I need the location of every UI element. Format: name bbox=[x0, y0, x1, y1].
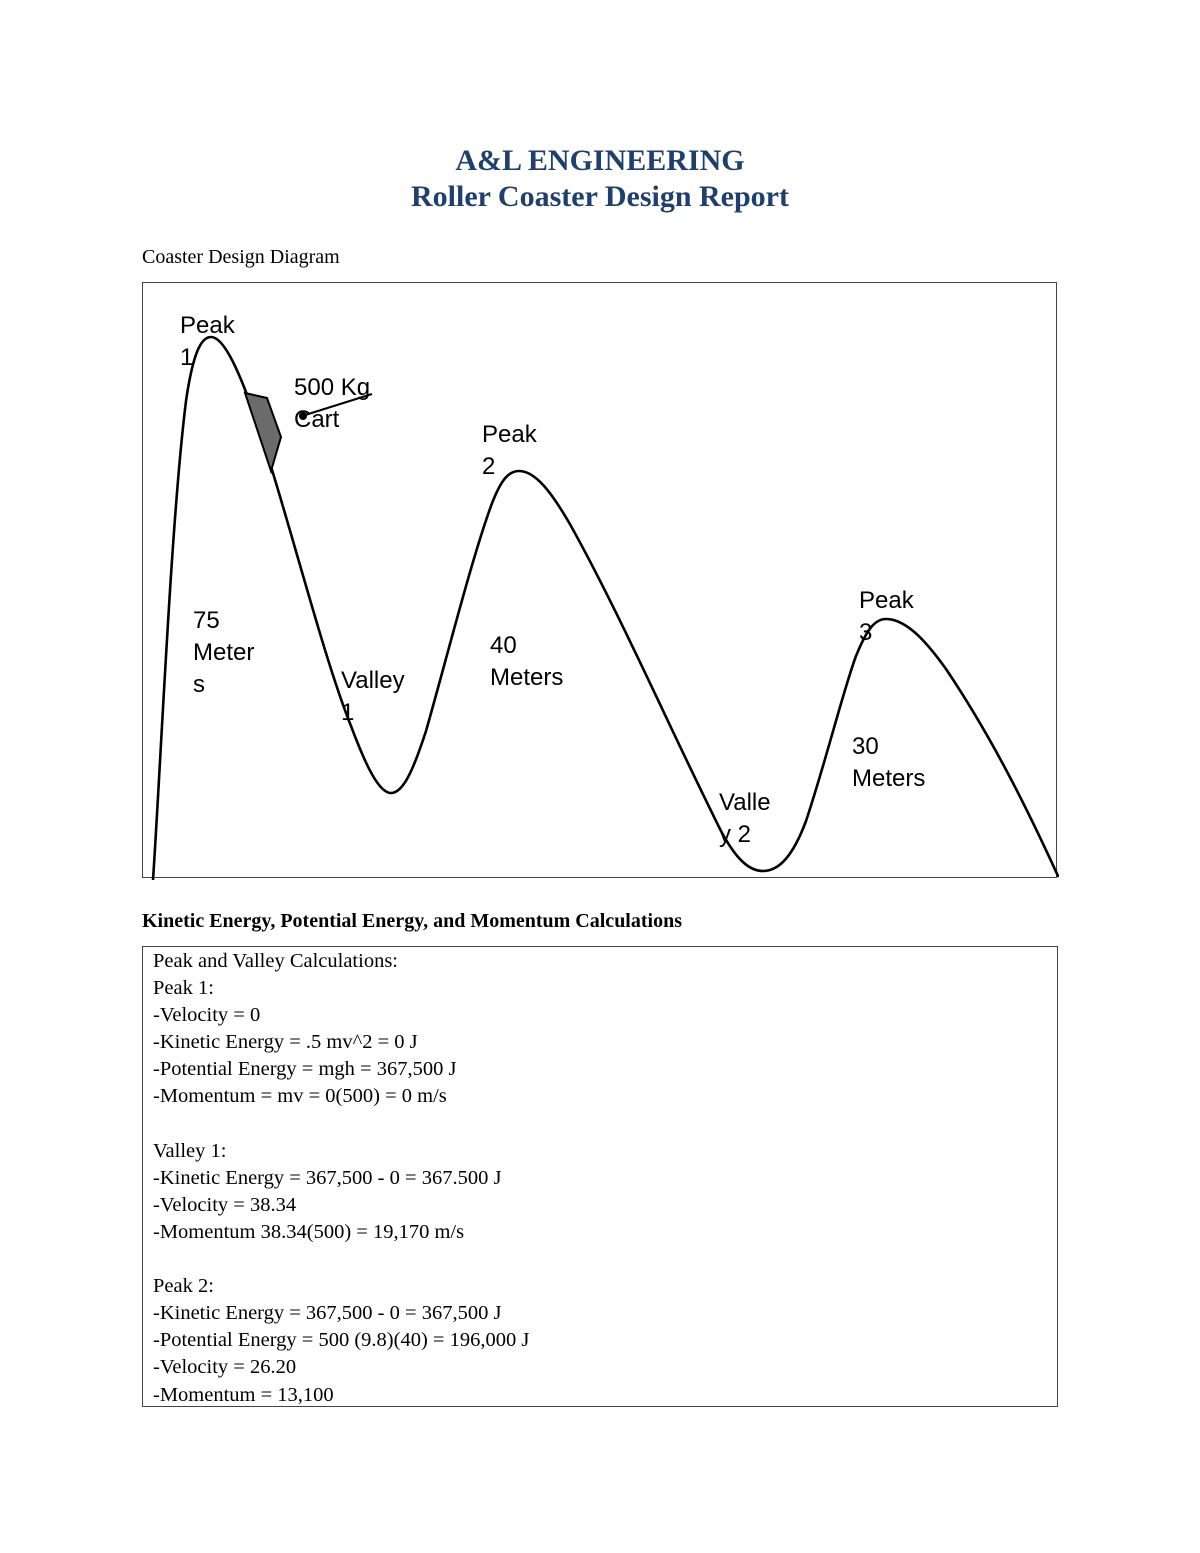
report-title: Roller Coaster Design Report bbox=[411, 180, 789, 213]
calc-line: Valley 1: bbox=[153, 1139, 227, 1162]
calc-line: -Kinetic Energy = 367,500 - 0 = 367,500 … bbox=[153, 1302, 502, 1325]
calc-line: -Kinetic Energy = 367,500 - 0 = 367.500 … bbox=[153, 1166, 502, 1189]
calc-line: -Velocity = 26.20 bbox=[153, 1356, 297, 1379]
coaster-diagram: Peak 1 500 Kg Cart Peak 2 Peak 3 75 Mete… bbox=[142, 282, 1059, 880]
label-height-40: 40 Meters bbox=[490, 632, 564, 691]
coaster-track-drawing bbox=[151, 335, 1059, 880]
label-height-75: 75 Meter s bbox=[193, 607, 255, 698]
calc-line: -Potential Energy = mgh = 367,500 J bbox=[153, 1058, 457, 1081]
label-valley-2: Valle y 2 bbox=[719, 789, 771, 848]
calc-line: Peak 1: bbox=[153, 977, 214, 1000]
label-peak-3: Peak 3 bbox=[859, 587, 914, 646]
label-valley-1: Valley 1 bbox=[341, 667, 405, 726]
calc-line: -Momentum = 13,100 bbox=[153, 1383, 334, 1406]
company-title: A&L ENGINEERING bbox=[455, 144, 745, 177]
coaster-track-curve bbox=[151, 335, 1059, 880]
calc-line: -Momentum = mv = 0(500) = 0 m/s bbox=[153, 1085, 447, 1108]
calc-line: Peak and Valley Calculations: bbox=[153, 950, 398, 972]
cart-pointer-line bbox=[301, 393, 373, 417]
diagram-heading: Coaster Design Diagram bbox=[142, 246, 340, 268]
cart-pointer-dot bbox=[299, 412, 307, 420]
label-height-30: 30 Meters bbox=[852, 733, 926, 792]
calc-line bbox=[153, 1111, 1057, 1138]
calc-line: -Kinetic Energy = .5 mv^2 = 0 J bbox=[153, 1031, 418, 1054]
calc-line: -Velocity = 38.34 bbox=[153, 1193, 297, 1216]
calculations-box: Peak and Valley Calculations: Peak 1: -V… bbox=[142, 946, 1058, 1407]
label-cart: 500 Kg Cart bbox=[294, 374, 371, 433]
calc-line: -Velocity = 0 bbox=[153, 1004, 261, 1027]
calc-line: Peak 2: bbox=[153, 1275, 214, 1298]
calc-line bbox=[153, 1246, 1057, 1273]
calc-line: -Potential Energy = 500 (9.8)(40) = 196,… bbox=[153, 1329, 530, 1352]
label-peak-1: Peak 1 bbox=[180, 312, 235, 371]
calculations-heading: Kinetic Energy, Potential Energy, and Mo… bbox=[142, 910, 682, 932]
label-peak-2: Peak 2 bbox=[482, 421, 537, 480]
cart-shape bbox=[243, 391, 283, 475]
calc-line: -Momentum 38.34(500) = 19,170 m/s bbox=[153, 1220, 465, 1243]
